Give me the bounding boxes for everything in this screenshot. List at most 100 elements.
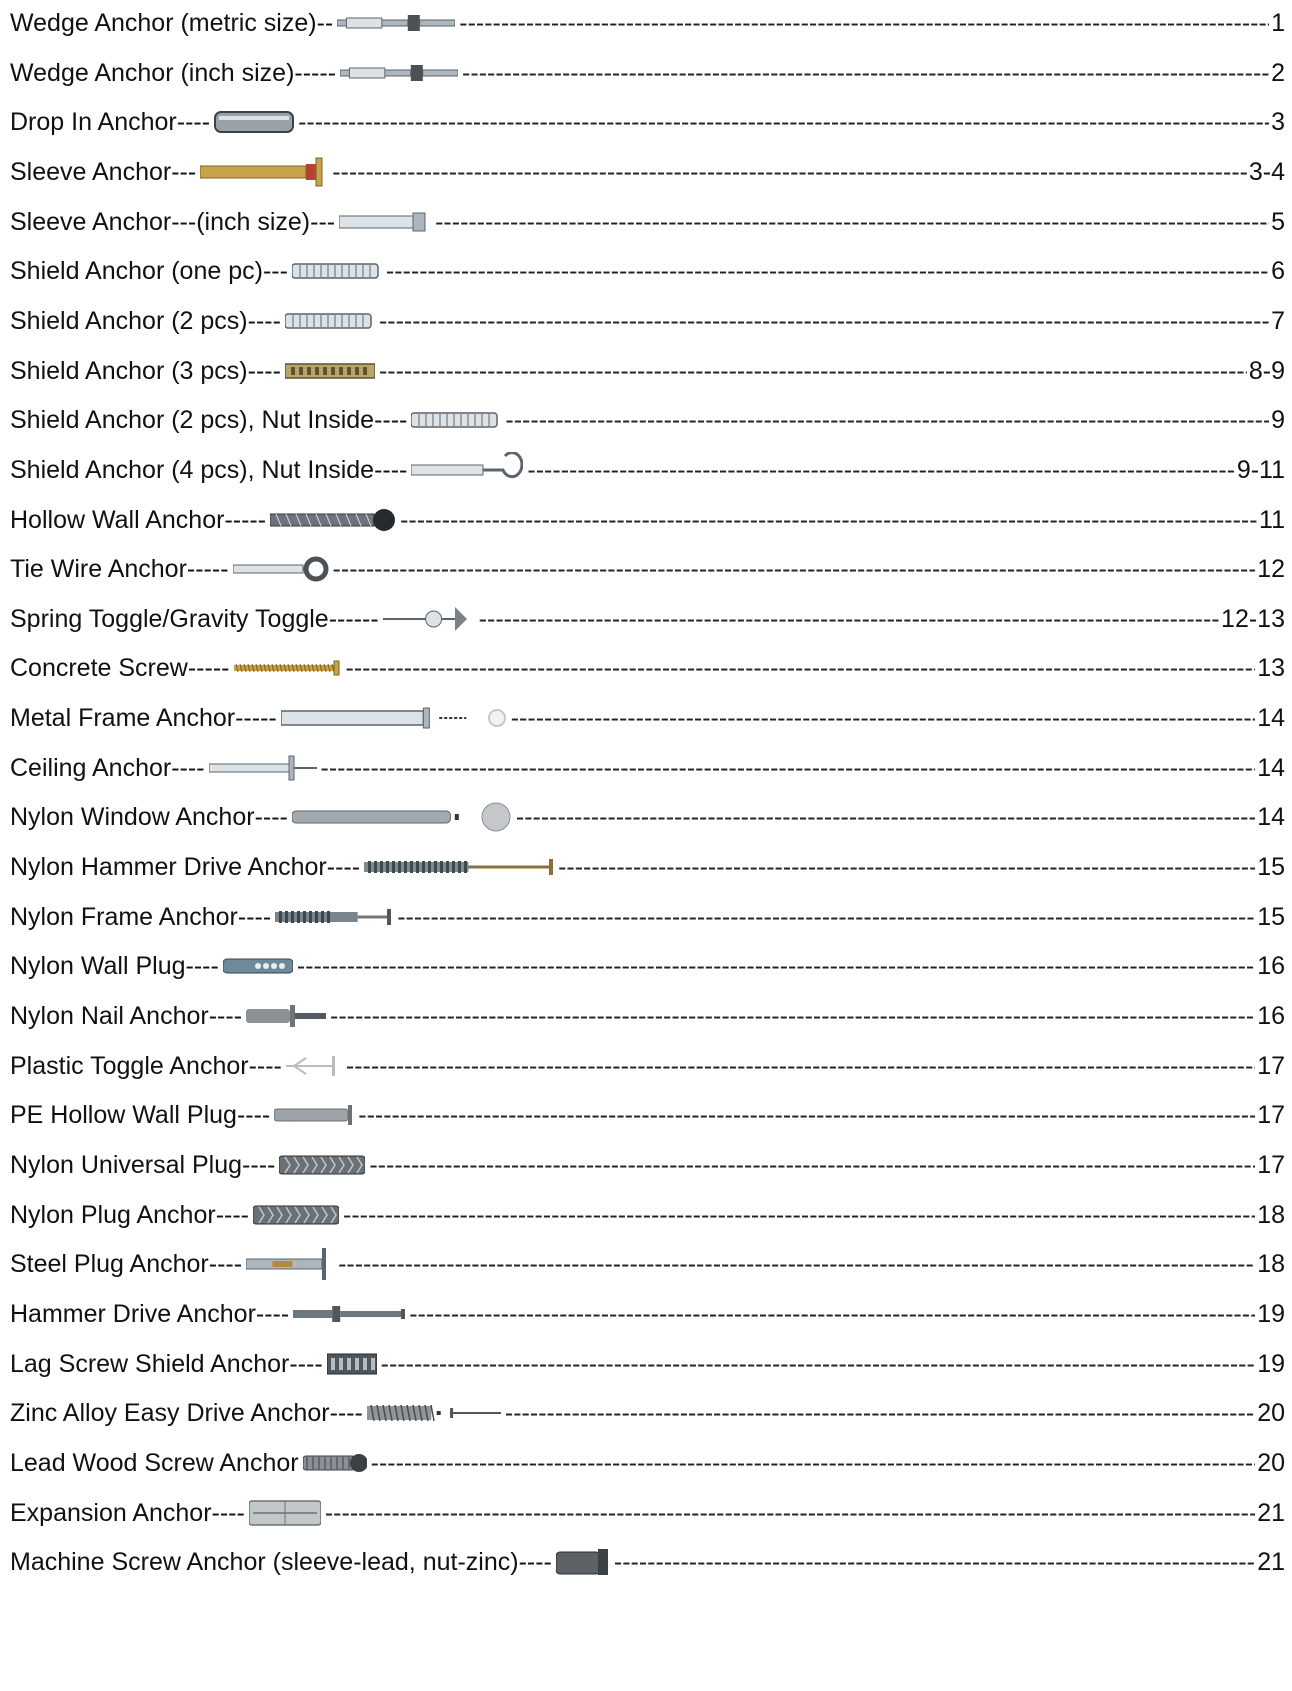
toc-entry: Drop In Anchor---- 3 [10, 102, 1285, 142]
toc-entry: Wedge Anchor (metric size)-- 1 [10, 3, 1285, 43]
lead-wood-screw-anchor-icon [302, 1445, 367, 1481]
toc-leader-prefix: ---- [185, 952, 219, 981]
toc-page-number: 2 [1271, 58, 1285, 87]
ceiling-anchor-icon [208, 750, 317, 786]
toc-entry: Steel Plug Anchor---- 18 [10, 1244, 1285, 1284]
toc-leader-prefix: ---- [254, 803, 288, 832]
toc-page-number: 17 [1257, 1101, 1285, 1130]
toc-leader-prefix: ---- [237, 902, 272, 931]
toc-leader-prefix: ---- [208, 1250, 243, 1279]
toc-page-number: 16 [1257, 1002, 1285, 1030]
toc-leader-dashes [505, 1393, 1255, 1433]
toc-entry-label: Sleeve Anchor---(inch size) [10, 207, 311, 236]
toc-leader-prefix: ---- [518, 1548, 552, 1577]
toc-entry-label: Wedge Anchor (inch size) [10, 58, 295, 87]
wedge-anchor-inch-icon [340, 55, 459, 91]
shield-anchor-nut-inside-icon [411, 402, 501, 438]
hollow-wall-anchor-icon [270, 502, 396, 538]
toc-leader-dashes [379, 351, 1247, 391]
nylon-universal-plug-icon [279, 1147, 366, 1183]
toc-page-number: 9-11 [1236, 455, 1285, 484]
toc-entry: Hollow Wall Anchor----- 11 [10, 500, 1285, 540]
toc-entry-label: Nylon Nail Anchor [10, 1002, 209, 1030]
nylon-frame-anchor-icon [275, 899, 393, 935]
toc-leader-dashes [330, 996, 1255, 1036]
toc-entry-label: Lag Screw Shield Anchor [10, 1349, 290, 1378]
toc-entry-label: Shield Anchor (one pc) [10, 257, 263, 286]
toc-entry: Wedge Anchor (inch size)----- 2 [10, 53, 1285, 93]
toc-leader-prefix: ----- [235, 704, 277, 733]
toc-entry-label: Nylon Universal Plug [10, 1150, 243, 1179]
toc-entry-label: Shield Anchor (2 pcs), Nut Inside [10, 406, 375, 435]
toc-leader-dashes [409, 1294, 1255, 1334]
concrete-screw-icon [233, 650, 342, 686]
toc-leader-prefix: ---- [215, 1200, 249, 1229]
toc-leader-prefix: ---- [374, 455, 408, 484]
toc-entry-label: Machine Screw Anchor (sleeve-lead, nut-z… [10, 1548, 519, 1577]
toc-leader-dashes [371, 1443, 1256, 1483]
toc-entry-label: Nylon Wall Plug [10, 952, 186, 981]
toc-leader-dashes [297, 946, 1255, 986]
shield-anchor-3pcs-icon [284, 353, 375, 389]
toc-page-number: 14 [1257, 704, 1285, 733]
shield-anchor-2pcs-icon [284, 303, 375, 339]
toc-leader-dashes [332, 152, 1247, 192]
toc-entry-label: Nylon Frame Anchor [10, 902, 238, 931]
toc-page-number: 21 [1257, 1548, 1285, 1577]
toc-entry-label: Drop In Anchor [10, 108, 177, 137]
plastic-toggle-anchor-icon [285, 1048, 342, 1084]
toc-leader-prefix: ---- [329, 1399, 363, 1428]
toc-page-number: 20 [1257, 1448, 1285, 1477]
toc-entry: Sleeve Anchor---(inch size)--- 5 [10, 202, 1285, 242]
toc-entry-label: Metal Frame Anchor [10, 704, 236, 733]
toc-leader-dashes [614, 1542, 1255, 1582]
toc-entry: Sleeve Anchor--- 3-4 [10, 152, 1285, 192]
toc-entry: Plastic Toggle Anchor---- 17 [10, 1046, 1285, 1086]
toc-leader-prefix: --- [310, 207, 336, 236]
toc-page-number: 18 [1257, 1200, 1285, 1229]
toc-page-number: 19 [1257, 1299, 1285, 1328]
toc-entry: Metal Frame Anchor----- 14 [10, 698, 1285, 738]
toc-leader-dashes [435, 202, 1269, 242]
toc-entry: Nylon Plug Anchor---- 18 [10, 1195, 1285, 1235]
toc-entry: Shield Anchor (2 pcs)---- 7 [10, 301, 1285, 341]
toc-entry: Nylon Universal Plug---- 17 [10, 1145, 1285, 1185]
toc-page-number: 3-4 [1248, 157, 1285, 186]
pe-hollow-wall-plug-icon [274, 1097, 354, 1133]
toc-leader-prefix: ----- [186, 555, 229, 584]
toc-page-number: 11 [1259, 505, 1285, 534]
toc-page-number: 20 [1257, 1399, 1285, 1428]
toc-entry-label: Spring Toggle/Gravity Toggle [10, 604, 329, 633]
nylon-wall-plug-icon [222, 948, 293, 984]
toc-leader-dashes [338, 1244, 1255, 1284]
toc-leader-dashes [527, 450, 1234, 490]
toc-entry-label: Shield Anchor (2 pcs) [10, 306, 248, 335]
shield-anchor-one-pc-icon [291, 253, 382, 289]
toc-entry: Shield Anchor (2 pcs), Nut Inside---- 9 [10, 400, 1285, 440]
toc-entry-label: Nylon Hammer Drive Anchor [10, 853, 327, 882]
toc-leader-prefix: ----- [224, 505, 267, 534]
toc-leader-dashes [346, 648, 1256, 688]
toc-entry: Nylon Wall Plug---- 16 [10, 946, 1285, 986]
toc-entry-label: Wedge Anchor (metric size) [10, 9, 317, 37]
toc-leader-dashes [558, 847, 1255, 887]
toc-leader-dashes [346, 1046, 1255, 1086]
toc-leader-dashes [358, 1095, 1255, 1135]
hammer-drive-anchor-icon [293, 1296, 406, 1332]
toc-leader-dashes [462, 53, 1269, 93]
toc-entry-label: Hollow Wall Anchor [10, 505, 225, 534]
toc-entry: Nylon Frame Anchor---- 15 [10, 897, 1285, 937]
toc-leader-prefix: -- [316, 9, 334, 37]
toc-leader-prefix: ---- [374, 406, 408, 435]
toc-leader-prefix: ---- [211, 1498, 245, 1527]
toc-leader-dashes [321, 748, 1256, 788]
steel-plug-anchor-icon [246, 1246, 334, 1282]
toc-entry-label: PE Hollow Wall Plug [10, 1101, 237, 1130]
toc-entry: Nylon Nail Anchor---- 16 [10, 996, 1285, 1036]
toc-entry: Lead Wood Screw Anchor 20 [10, 1443, 1285, 1483]
toc-leader-dashes [516, 797, 1255, 837]
toc-leader-dashes [505, 400, 1269, 440]
shield-anchor-hook-icon [411, 451, 524, 488]
metal-frame-anchor-icon [280, 700, 507, 736]
toc-leader-prefix: ---- [289, 1349, 323, 1378]
